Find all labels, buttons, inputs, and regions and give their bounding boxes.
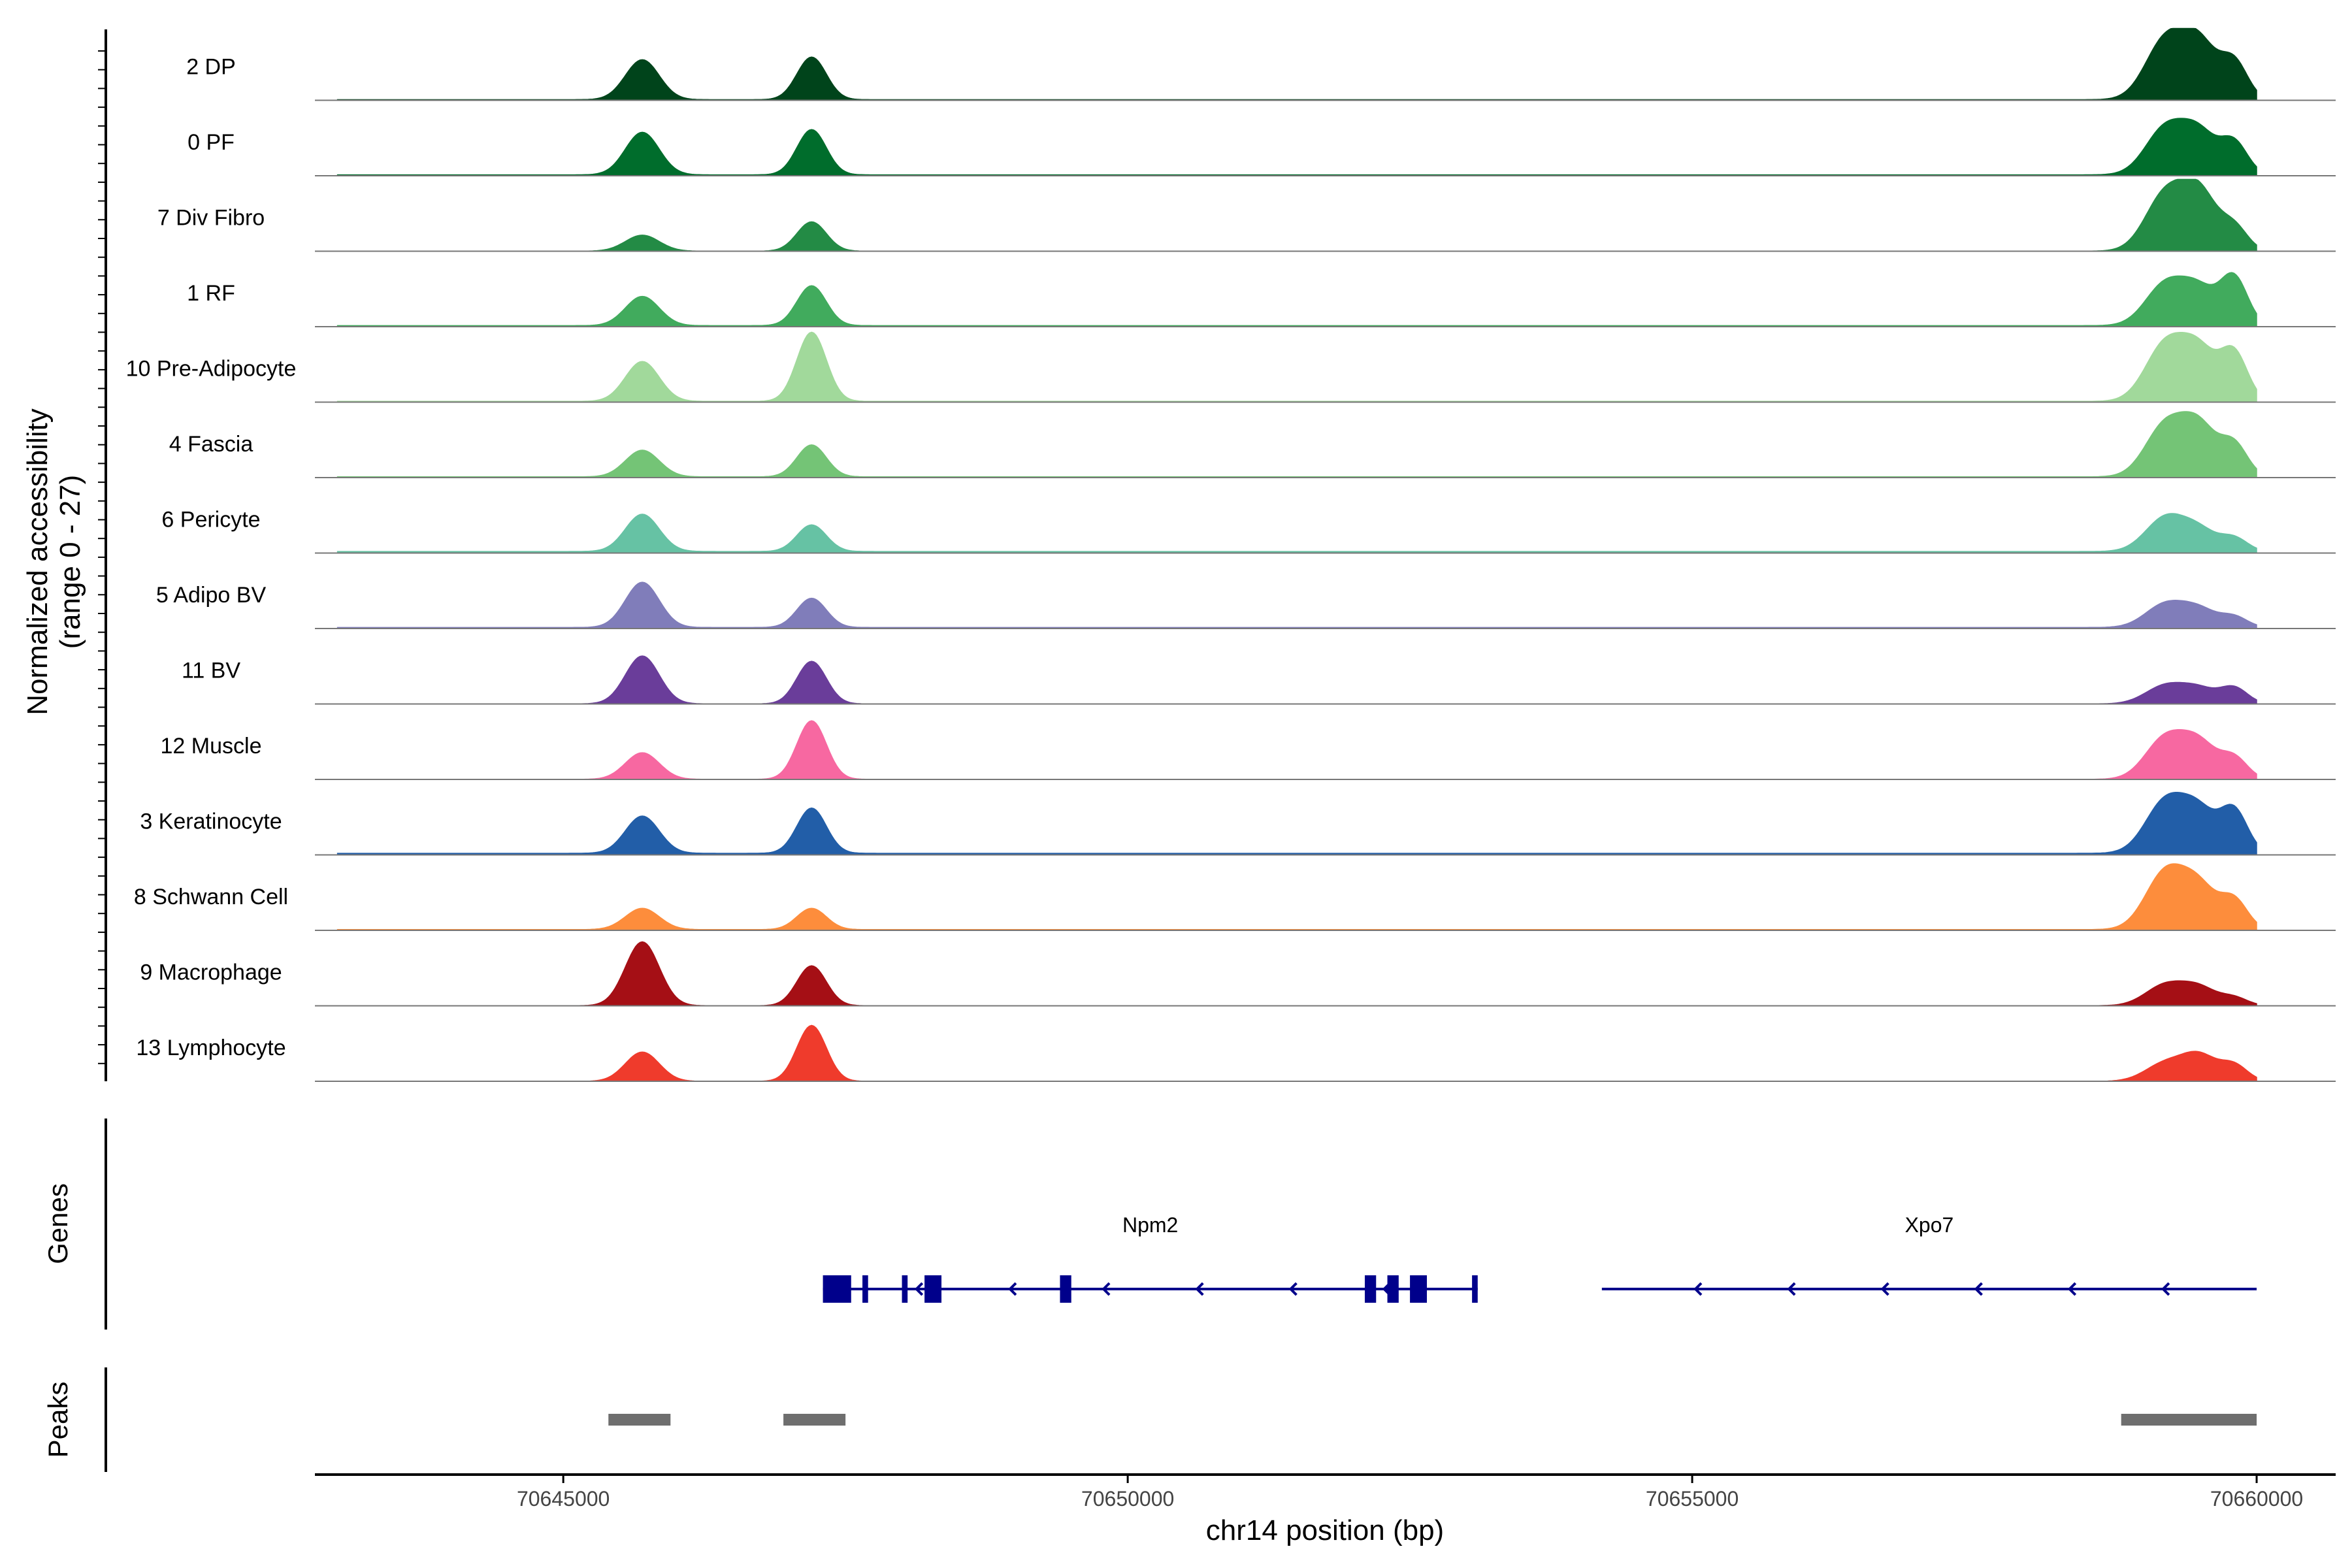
peaks-panel-title: Peaks [42,1382,73,1458]
exon [1387,1275,1399,1303]
coverage-area [336,863,2257,931]
strand-arrow [1102,1282,1111,1296]
track-label: 13 Lymphocyte [136,1036,286,1060]
track-label: 8 Schwann Cell [134,885,288,909]
x-tick-label: 70645000 [517,1487,610,1511]
track-label: 0 PF [188,130,235,155]
track-7: 6 Pericyte [161,508,2336,554]
track-9: 11 BV [182,655,2336,705]
genes-panel: Npm2 Xpo7 [823,1213,2257,1303]
coverage-area [336,941,2257,1007]
track-13: 9 Macrophage [140,941,2336,1007]
coverage-area [336,411,2257,478]
exon [823,1275,851,1303]
gene-label: Xpo7 [1905,1213,1954,1237]
coverage-area [336,513,2257,554]
x-tick-label: 70655000 [1646,1487,1739,1511]
exon [862,1275,868,1303]
exon [1060,1275,1071,1303]
gene-label: Npm2 [1122,1213,1178,1237]
y-axis-title: Normalized accessibility [22,408,54,715]
coverage-area [336,272,2257,327]
coverage-area [336,581,2257,629]
peak-region [608,1414,671,1426]
coverage-area [336,655,2257,705]
track-label: 7 Div Fibro [157,206,265,231]
coverage-area [336,331,2257,403]
strand-arrow [914,1282,924,1296]
track-10: 12 Muscle [161,720,2336,780]
strand-arrow [1288,1282,1298,1296]
gene-npm2: Npm2 [823,1213,1478,1303]
track-8: 5 Adipo BV [156,581,2336,629]
exon [1472,1275,1478,1303]
track-label: 1 RF [187,281,235,306]
track-label: 4 Fascia [169,432,253,457]
coverage-y-axis [98,29,107,1081]
strand-arrow [1008,1282,1017,1296]
coverage-area [336,792,2257,856]
coverage-area [336,27,2257,101]
strand-arrow [1787,1282,1796,1296]
track-label: 9 Macrophage [140,960,282,985]
track-6: 4 Fascia [169,411,2336,478]
gene-xpo7: Xpo7 [1601,1213,2257,1296]
coverage-area [506,1024,2257,1082]
x-axis-title: chr14 position (bp) [1206,1514,1444,1546]
track-label: 12 Muscle [161,734,262,759]
strand-arrow [1974,1282,1983,1296]
genes-panel-title: Genes [42,1183,73,1264]
track-1: 2 DP [186,27,2336,101]
track-label: 11 BV [182,659,240,683]
track-2: 0 PF [188,118,2336,176]
strand-arrow [1880,1282,1889,1296]
track-label: 10 Pre-Adipocyte [126,357,297,382]
x-tick-label: 70660000 [2210,1487,2303,1511]
coverage-area [336,118,2257,176]
peaks-panel [608,1414,2257,1426]
track-12: 8 Schwann Cell [134,863,2336,931]
strand-arrow [1693,1282,1703,1296]
coverage-area [563,178,2257,252]
track-11: 3 Keratinocyte [140,792,2336,856]
exon [1410,1275,1428,1303]
exon [924,1275,942,1303]
x-tick-label: 70650000 [1081,1487,1174,1511]
y-axis-subtitle: (range 0 - 27) [54,475,86,649]
exon [1364,1275,1377,1303]
exon [902,1275,908,1303]
track-3: 7 Div Fibro [157,178,2336,252]
track-label: 3 Keratinocyte [140,809,282,834]
coverage-tracks: 2 DP 0 PF 7 Div Fibro 1 RF 10 Pre-Adipocyte 4… [126,27,2336,1082]
track-5: 10 Pre-Adipocyte [126,331,2336,403]
strand-arrow [2067,1282,2077,1296]
track-14: 13 Lymphocyte [136,1024,2336,1082]
strand-arrow [2161,1282,2170,1296]
peak-region [2121,1414,2257,1426]
peak-region [783,1414,846,1426]
strand-arrow [1195,1282,1204,1296]
track-label: 5 Adipo BV [156,583,267,608]
x-axis: 70645000 70650000 70655000 70660000 [315,1473,2336,1511]
track-4: 1 RF [187,272,2336,327]
track-label: 2 DP [186,55,236,80]
track-label: 6 Pericyte [161,508,260,532]
coverage-area [449,720,2257,780]
